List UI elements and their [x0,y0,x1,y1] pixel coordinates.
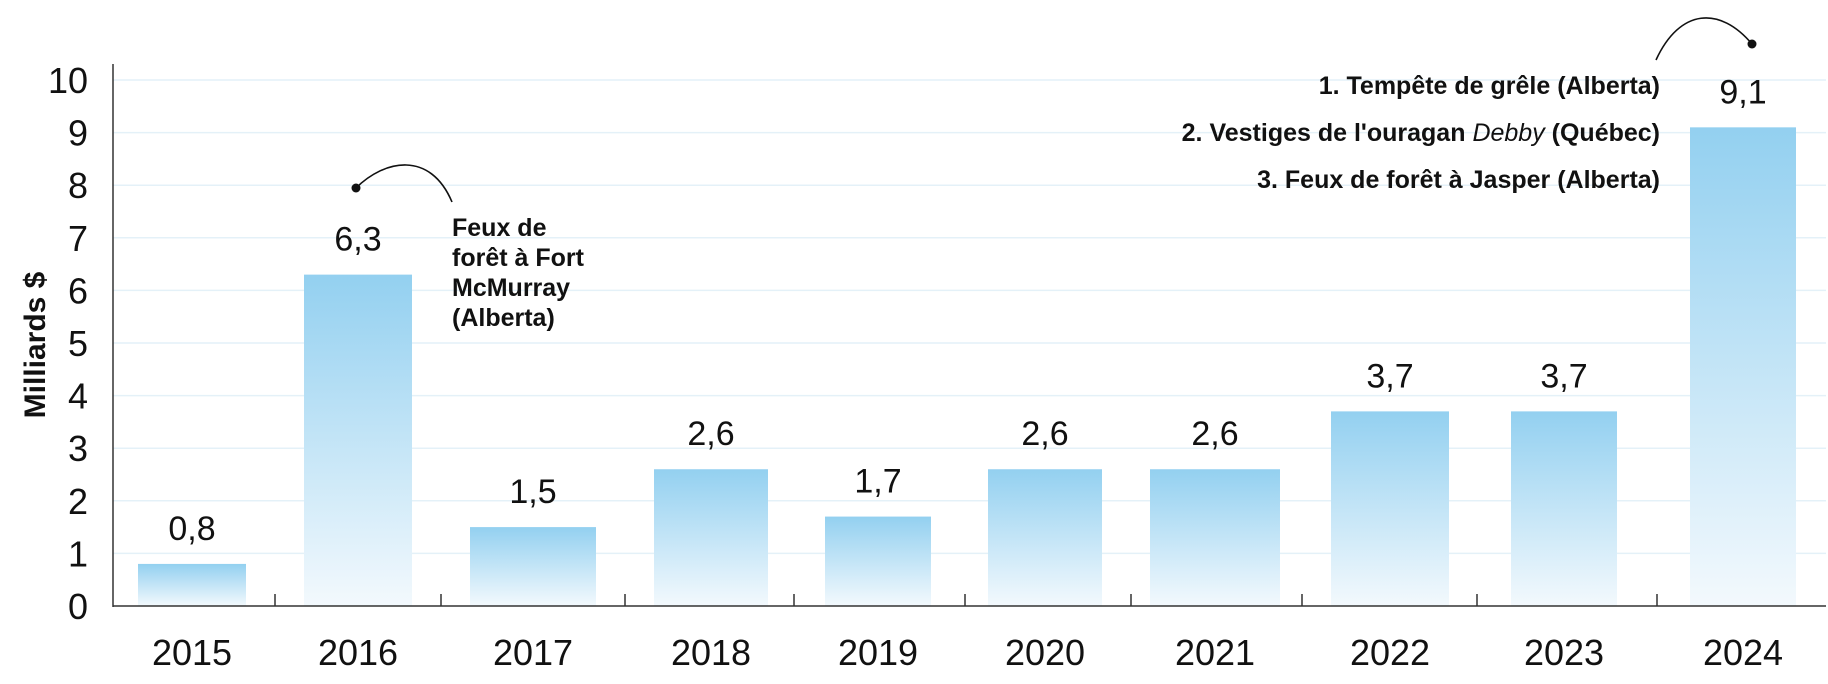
value-label: 0,8 [168,510,215,548]
annotation-text: 1. Tempête de grêle (Alberta) [1319,72,1660,100]
annotation-leader [355,164,453,203]
value-label: 3,7 [1540,357,1587,395]
annotation-leader [1655,17,1753,61]
annotation-text: 3. Feux de forêt à Jasper (Alberta) [1257,166,1660,194]
x-tick-label: 2015 [152,632,232,673]
value-label: 1,7 [854,463,901,501]
x-tick-label: 2022 [1350,632,1430,673]
x-tick-label: 2023 [1524,632,1604,673]
bar-2017 [470,527,596,606]
bar-2023 [1511,411,1617,606]
bar-2015 [138,563,246,606]
y-tick-label: 1 [68,533,88,574]
x-tick-label: 2021 [1175,632,1255,673]
y-tick-label: 8 [68,165,88,206]
y-tick-label: 6 [68,270,88,311]
y-tick-label: 0 [68,586,88,627]
bar-2022 [1331,411,1449,606]
axes [112,64,1826,607]
value-label: 2,6 [1191,415,1238,453]
annotation-2016-line: McMurray [452,274,570,302]
bar-2016 [304,274,412,606]
x-tick-label: 2020 [1005,632,1085,673]
y-axis-label: Milliards $ [19,271,52,418]
value-label: 2,6 [687,415,734,453]
annotation-2024-line: 3. Feux de forêt à Jasper (Alberta) [1257,166,1660,194]
annotation-2016-line: forêt à Fort [452,244,585,272]
annotation-2016-line: Feux de [452,214,547,242]
value-label: 6,3 [334,221,381,259]
annotation-2024-line: 1. Tempête de grêle (Alberta) [1319,72,1660,100]
bar-2018 [654,469,768,606]
value-label: 3,7 [1366,357,1413,395]
bars [138,127,1796,606]
bar-2021 [1150,469,1280,606]
annotation-text: 2. Vestiges de l'ouragan [1182,119,1473,147]
x-tick-label: 2017 [493,632,573,673]
bar-2024 [1690,127,1796,606]
value-label: 1,5 [509,473,556,511]
x-tick-label: 2016 [318,632,398,673]
value-label: 9,1 [1719,73,1766,111]
y-tick-label: 10 [48,60,88,101]
x-tick-label: 2024 [1703,632,1783,673]
bar-2019 [825,516,931,606]
x-tick-label: 2019 [838,632,918,673]
y-tick-label: 7 [68,218,88,259]
annotation-text: (Québec) [1545,119,1660,147]
bar-2020 [988,469,1102,606]
annotation-2024-line: 2. Vestiges de l'ouragan Debby (Québec) [1182,119,1660,147]
y-tick-label: 2 [68,481,88,522]
y-tick-label: 9 [68,113,88,154]
y-tick-label: 3 [68,428,88,469]
x-tick-label: 2018 [671,632,751,673]
labels: 0 1 2 3 4 5 6 7 8 9 10 0,8 2015 6,3 2016 1,5 2017 2,6 2018… [19,60,1783,673]
y-tick-label: 4 [68,376,88,417]
y-tick-label: 5 [68,323,88,364]
annotation-italic-text: Debby [1472,119,1546,147]
value-label: 2,6 [1021,415,1068,453]
annotation-2016-line: (Alberta) [452,304,555,332]
